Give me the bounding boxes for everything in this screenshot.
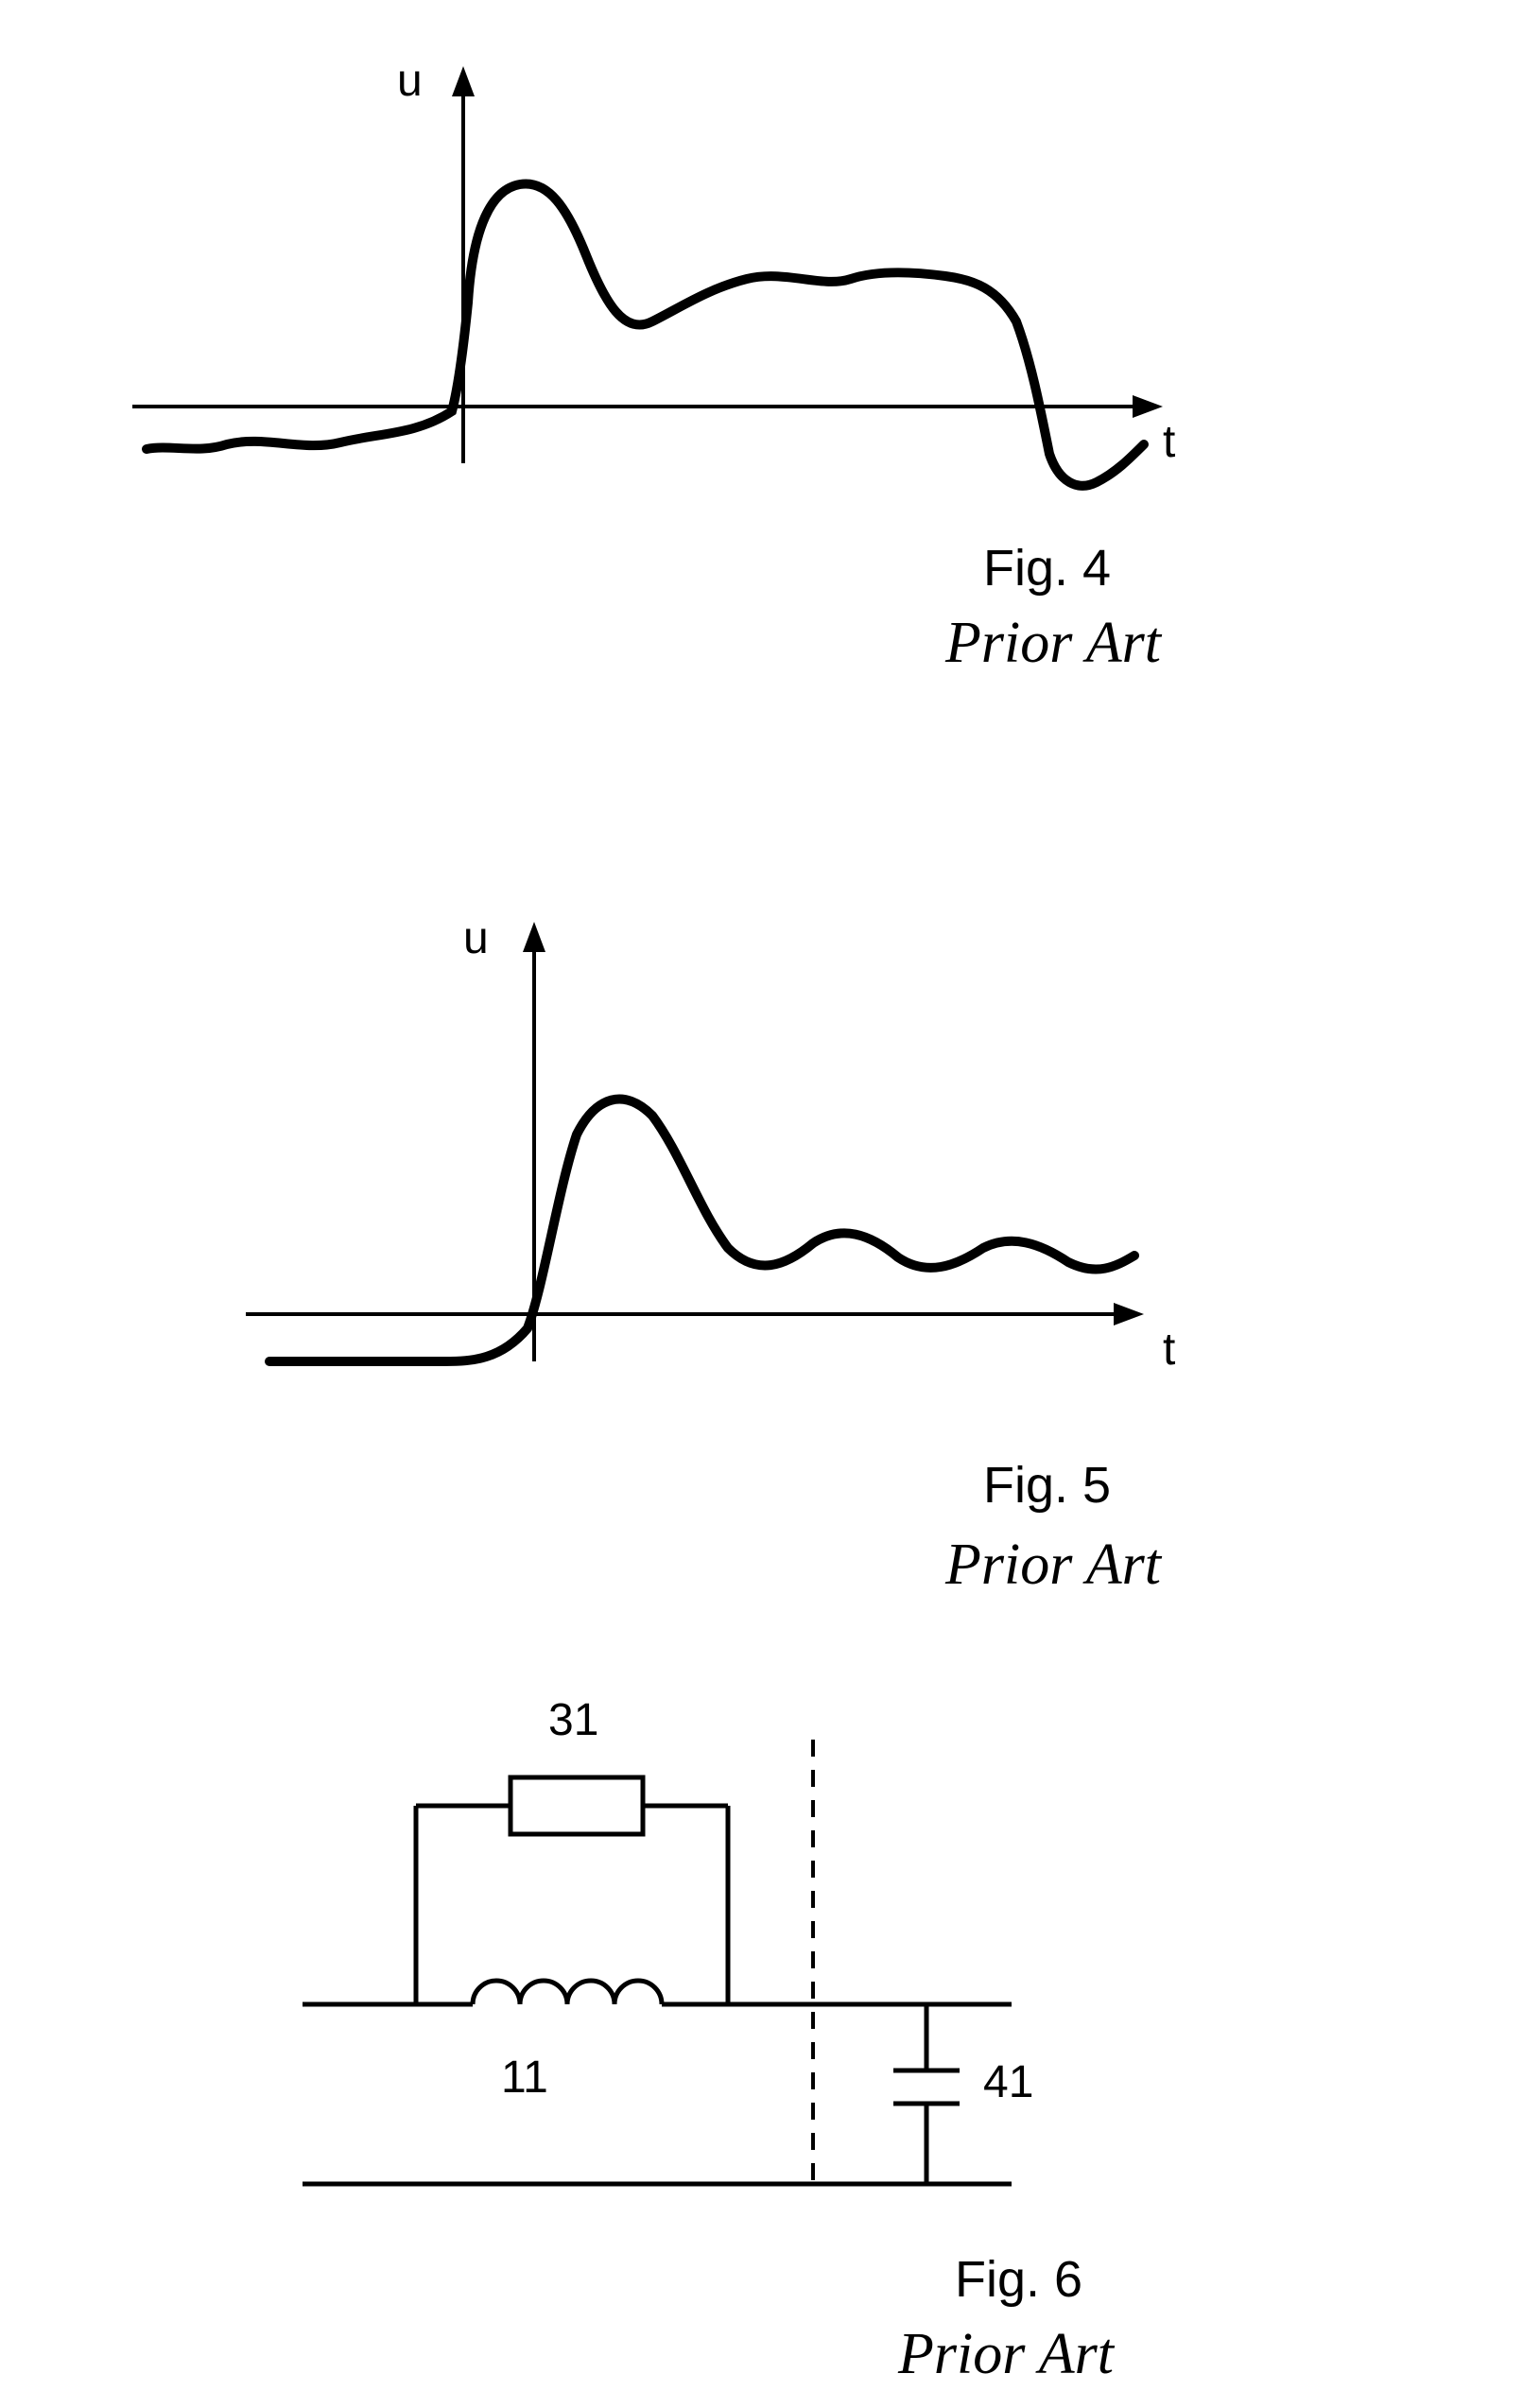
- fig6-caption: Fig. 6: [955, 2250, 1082, 2309]
- resistor: [511, 1777, 643, 1834]
- inductor: [473, 1981, 662, 2004]
- fig6-circuit: [189, 1683, 1040, 2193]
- x-axis-arrow: [1114, 1303, 1144, 1325]
- fig4-subcaption: Prior Art: [945, 610, 1161, 677]
- fig5-subcaption: Prior Art: [945, 1532, 1161, 1599]
- y-axis-arrow: [452, 66, 475, 96]
- fig5-caption: Fig. 5: [983, 1456, 1111, 1515]
- resistor-label: 31: [548, 1694, 598, 1746]
- x-axis-label: t: [1163, 416, 1175, 468]
- y-axis-arrow: [523, 922, 545, 952]
- fig4-caption: Fig. 4: [983, 539, 1111, 598]
- fig4-curve: [147, 183, 1144, 485]
- fig6-subcaption: Prior Art: [898, 2321, 1114, 2388]
- x-axis-arrow: [1133, 395, 1163, 418]
- inductor-label: 11: [501, 2052, 548, 2104]
- y-axis-label: u: [463, 912, 489, 964]
- x-axis-label: t: [1163, 1324, 1175, 1376]
- fig5-curve: [269, 1100, 1134, 1361]
- fig4-chart: [95, 38, 1229, 529]
- fig5-chart: [151, 889, 1238, 1418]
- y-axis-label: u: [397, 55, 423, 107]
- capacitor-label: 41: [983, 2056, 1033, 2108]
